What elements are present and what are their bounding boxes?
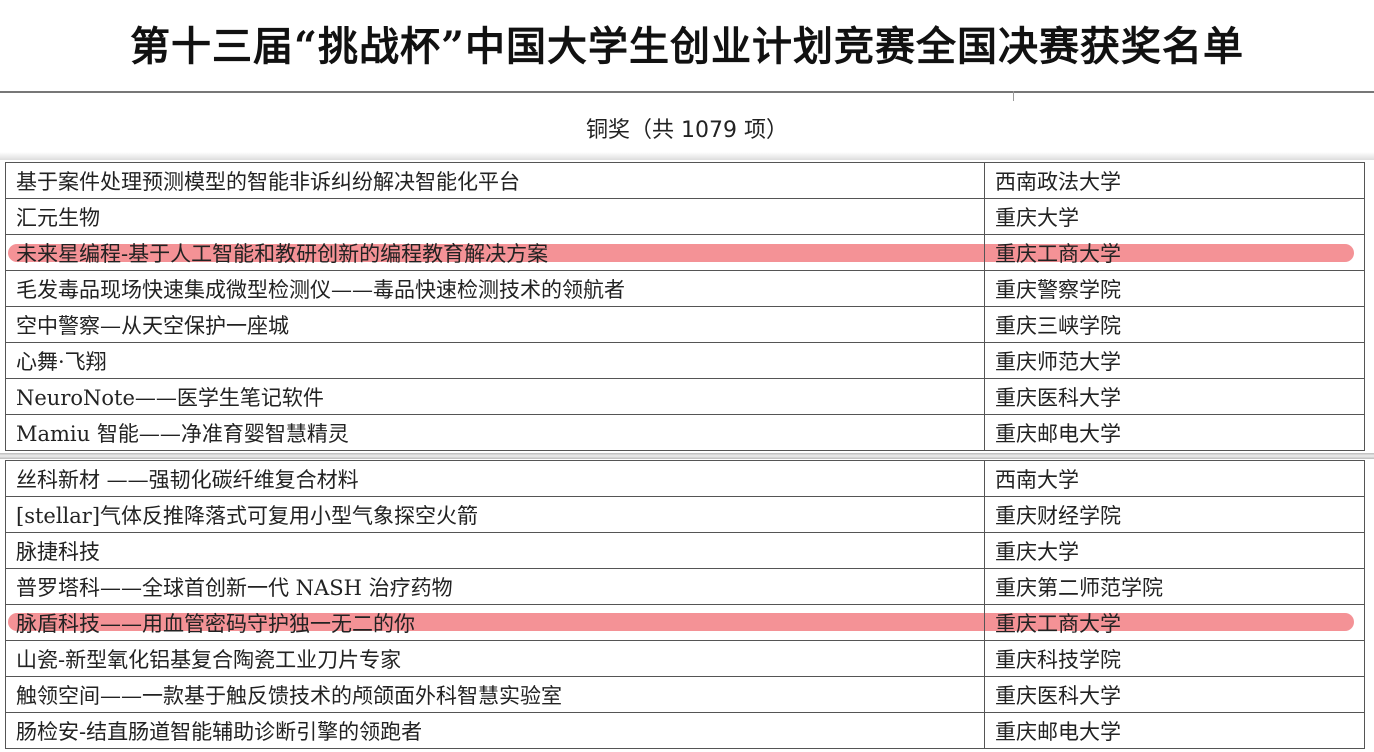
project-name: 未来星编程-基于人工智能和教研创新的编程教育解决方案 xyxy=(5,234,985,271)
project-name: 心舞·飞翔 xyxy=(5,342,985,379)
school-name: 重庆大学 xyxy=(984,532,1365,569)
school-name: 重庆工商大学 xyxy=(984,604,1365,641)
school-name: 重庆科技学院 xyxy=(984,640,1365,677)
table-row: 丝科新材 ——强韧化碳纤维复合材料 西南大学 xyxy=(5,460,1365,497)
table-row: [stellar]气体反推降落式可复用小型气象探空火箭 重庆财经学院 xyxy=(5,496,1365,533)
divider xyxy=(0,91,1374,93)
table-row: 空中警察—从天空保护一座城 重庆三峡学院 xyxy=(5,306,1365,343)
school-name: 重庆邮电大学 xyxy=(984,712,1365,749)
table-row: NeuroNote——医学生笔记软件 重庆医科大学 xyxy=(5,378,1365,415)
school-name: 重庆三峡学院 xyxy=(984,306,1365,343)
school-name: 重庆财经学院 xyxy=(984,496,1365,533)
school-name: 西南政法大学 xyxy=(984,162,1365,199)
project-name: 丝科新材 ——强韧化碳纤维复合材料 xyxy=(5,460,985,497)
table-row: Mamiu 智能——净准育婴智慧精灵 重庆邮电大学 xyxy=(5,414,1365,451)
table-separator xyxy=(0,453,1374,459)
school-name: 重庆师范大学 xyxy=(984,342,1365,379)
school-name: 重庆第二师范学院 xyxy=(984,568,1365,605)
school-name: 重庆医科大学 xyxy=(984,676,1365,713)
awards-table: 基于案件处理预测模型的智能非诉纠纷解决智能化平台 西南政法大学 汇元生物 重庆大学 未来… xyxy=(5,162,1365,451)
table-row: 肠检安-结直肠道智能辅助诊断引擎的领跑者 重庆邮电大学 xyxy=(5,712,1365,749)
project-name: 肠检安-结直肠道智能辅助诊断引擎的领跑者 xyxy=(5,712,985,749)
awards-table: 丝科新材 ——强韧化碳纤维复合材料 西南大学 [stellar]气体反推降落式可复用… xyxy=(5,460,1365,749)
divider xyxy=(1013,91,1014,101)
table-row: 基于案件处理预测模型的智能非诉纠纷解决智能化平台 西南政法大学 xyxy=(5,162,1365,199)
project-name: Mamiu 智能——净准育婴智慧精灵 xyxy=(5,414,985,451)
project-name: NeuroNote——医学生笔记软件 xyxy=(5,378,985,415)
table-row: 未来星编程-基于人工智能和教研创新的编程教育解决方案 重庆工商大学 xyxy=(5,234,1365,271)
school-name: 重庆医科大学 xyxy=(984,378,1365,415)
project-name: 山瓷-新型氧化铝基复合陶瓷工业刀片专家 xyxy=(5,640,985,677)
table-row: 毛发毒品现场快速集成微型检测仪——毒品快速检测技术的领航者 重庆警察学院 xyxy=(5,270,1365,307)
school-name: 重庆大学 xyxy=(984,198,1365,235)
school-name: 重庆警察学院 xyxy=(984,270,1365,307)
table-row: 脉盾科技——用血管密码守护独一无二的你 重庆工商大学 xyxy=(5,604,1365,641)
table-row: 脉捷科技 重庆大学 xyxy=(5,532,1365,569)
table-row: 普罗塔科——全球首创新一代 NASH 治疗药物 重庆第二师范学院 xyxy=(5,568,1365,605)
section-title: 铜奖（共 1079 项） xyxy=(586,118,788,143)
divider xyxy=(0,152,1374,160)
project-name: 脉盾科技——用血管密码守护独一无二的你 xyxy=(5,604,985,641)
project-name: 基于案件处理预测模型的智能非诉纠纷解决智能化平台 xyxy=(5,162,985,199)
project-name: 普罗塔科——全球首创新一代 NASH 治疗药物 xyxy=(5,568,985,605)
table-row: 汇元生物 重庆大学 xyxy=(5,198,1365,235)
project-name: 脉捷科技 xyxy=(5,532,985,569)
document-title: 第十三届“挑战杯”中国大学生创业计划竞赛全国决赛获奖名单 xyxy=(129,23,1244,70)
project-name: 触领空间——一款基于触反馈技术的颅颌面外科智慧实验室 xyxy=(5,676,985,713)
school-name: 重庆邮电大学 xyxy=(984,414,1365,451)
table-row: 触领空间——一款基于触反馈技术的颅颌面外科智慧实验室 重庆医科大学 xyxy=(5,676,1365,713)
project-name: 毛发毒品现场快速集成微型检测仪——毒品快速检测技术的领航者 xyxy=(5,270,985,307)
project-name: 汇元生物 xyxy=(5,198,985,235)
project-name: [stellar]气体反推降落式可复用小型气象探空火箭 xyxy=(5,496,985,533)
table-row: 山瓷-新型氧化铝基复合陶瓷工业刀片专家 重庆科技学院 xyxy=(5,640,1365,677)
school-name: 重庆工商大学 xyxy=(984,234,1365,271)
table-row: 心舞·飞翔 重庆师范大学 xyxy=(5,342,1365,379)
school-name: 西南大学 xyxy=(984,460,1365,497)
project-name: 空中警察—从天空保护一座城 xyxy=(5,306,985,343)
